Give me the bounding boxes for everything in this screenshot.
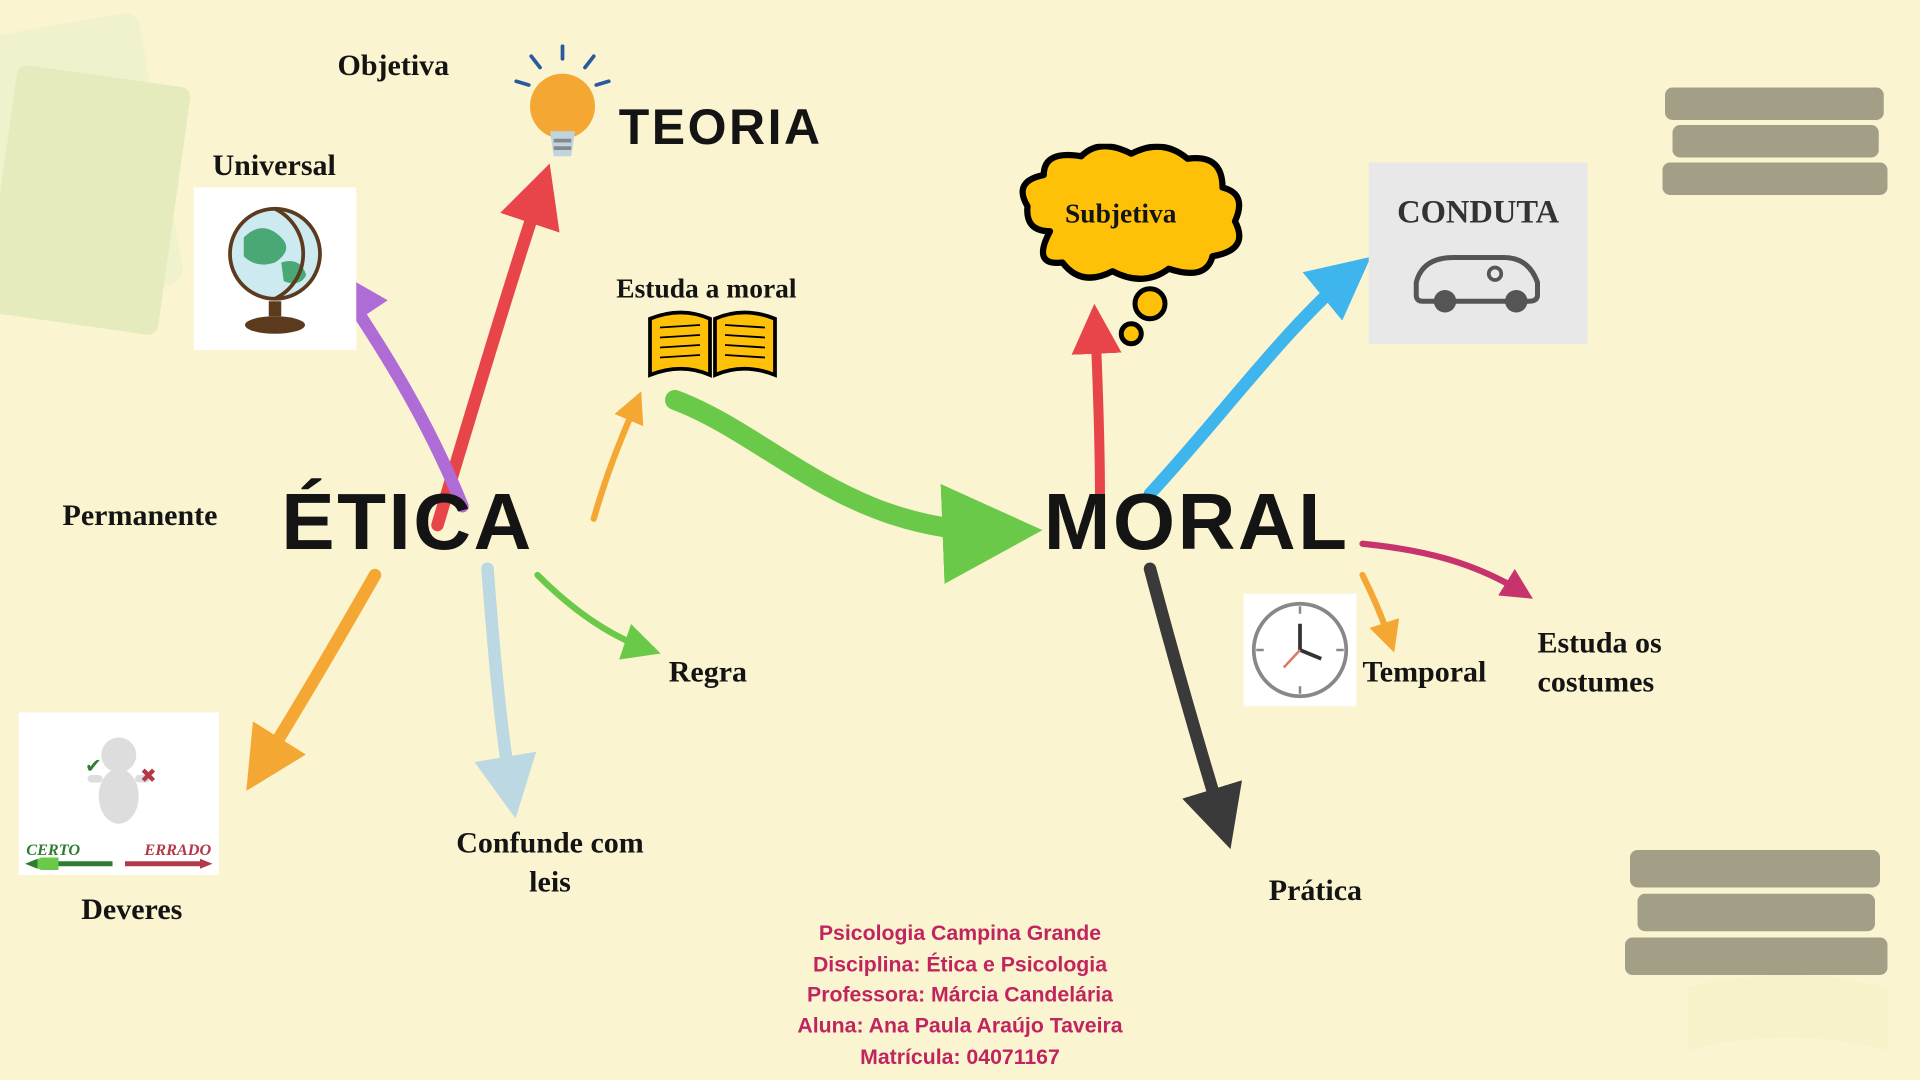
conduta-box: CONDUTA — [1369, 163, 1588, 344]
label-estuda-costumes: Estuda os costumes — [1538, 625, 1662, 703]
label-permanente: Permanente — [63, 500, 218, 534]
credits-block: Psicologia Campina Grande Disciplina: Ét… — [797, 919, 1122, 1073]
node-etica: ÉTICA — [281, 475, 534, 568]
credit-line: Aluna: Ana Paula Araújo Taveira — [797, 1011, 1122, 1042]
bg-notebook — [0, 13, 213, 388]
book-icon — [638, 300, 788, 400]
label-teoria: TEORIA — [619, 100, 823, 156]
globe-icon — [194, 188, 357, 351]
label-subjetiva: Subjetiva — [1065, 198, 1177, 231]
mindmap-canvas: ÉTICA MORAL Objetiva Universal TEORIA Es… — [0, 0, 1920, 1080]
svg-text:✔: ✔ — [85, 756, 102, 778]
node-moral: MORAL — [1044, 475, 1350, 568]
label-objetiva: Objetiva — [338, 50, 450, 84]
label-universal: Universal — [213, 150, 336, 184]
bg-books-top — [1650, 13, 1913, 276]
label-regra: Regra — [669, 656, 747, 690]
bg-books-bottom — [1613, 763, 1920, 1076]
car-icon — [1397, 238, 1560, 313]
label-conduta: CONDUTA — [1397, 193, 1559, 231]
thought-cloud-icon — [1013, 144, 1263, 357]
label-pratica: Prática — [1269, 875, 1362, 909]
svg-text:✖: ✖ — [140, 766, 157, 788]
credit-line: Professora: Márcia Candelária — [797, 980, 1122, 1011]
credit-line: Psicologia Campina Grande — [797, 919, 1122, 950]
credit-line: Disciplina: Ética e Psicologia — [797, 950, 1122, 981]
label-deveres: Deveres — [81, 894, 182, 928]
label-temporal: Temporal — [1363, 656, 1487, 690]
credit-line: Matrícula: 04071167 — [797, 1042, 1122, 1073]
deveres-box: ✔ ✖ CERTO ERRADO — [19, 713, 219, 876]
label-confunde-leis: Confunde com leis — [456, 825, 644, 903]
clock-icon — [1244, 594, 1357, 707]
person-icon: ✔ ✖ — [63, 728, 176, 841]
lightbulb-icon — [506, 44, 619, 182]
